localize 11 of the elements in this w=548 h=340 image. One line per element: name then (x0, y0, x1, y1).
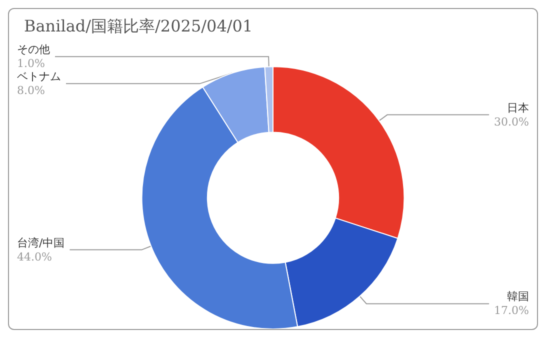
slice-label: その他 (17, 43, 50, 56)
data-label: 44.0% (17, 250, 52, 264)
slice-label: 韓国 (507, 290, 529, 304)
data-label: 30.0% (494, 115, 529, 128)
data-label: 17.0% (494, 304, 529, 318)
slice-label: 日本 (507, 101, 529, 114)
chart-title: Banilad/国籍比率/2025/04/01 (24, 16, 253, 36)
slice-label: ベトナム (17, 70, 61, 84)
slice-label: 台湾/中国 (17, 236, 65, 250)
data-label: 8.0% (17, 84, 45, 98)
data-label: 1.0% (17, 57, 45, 70)
